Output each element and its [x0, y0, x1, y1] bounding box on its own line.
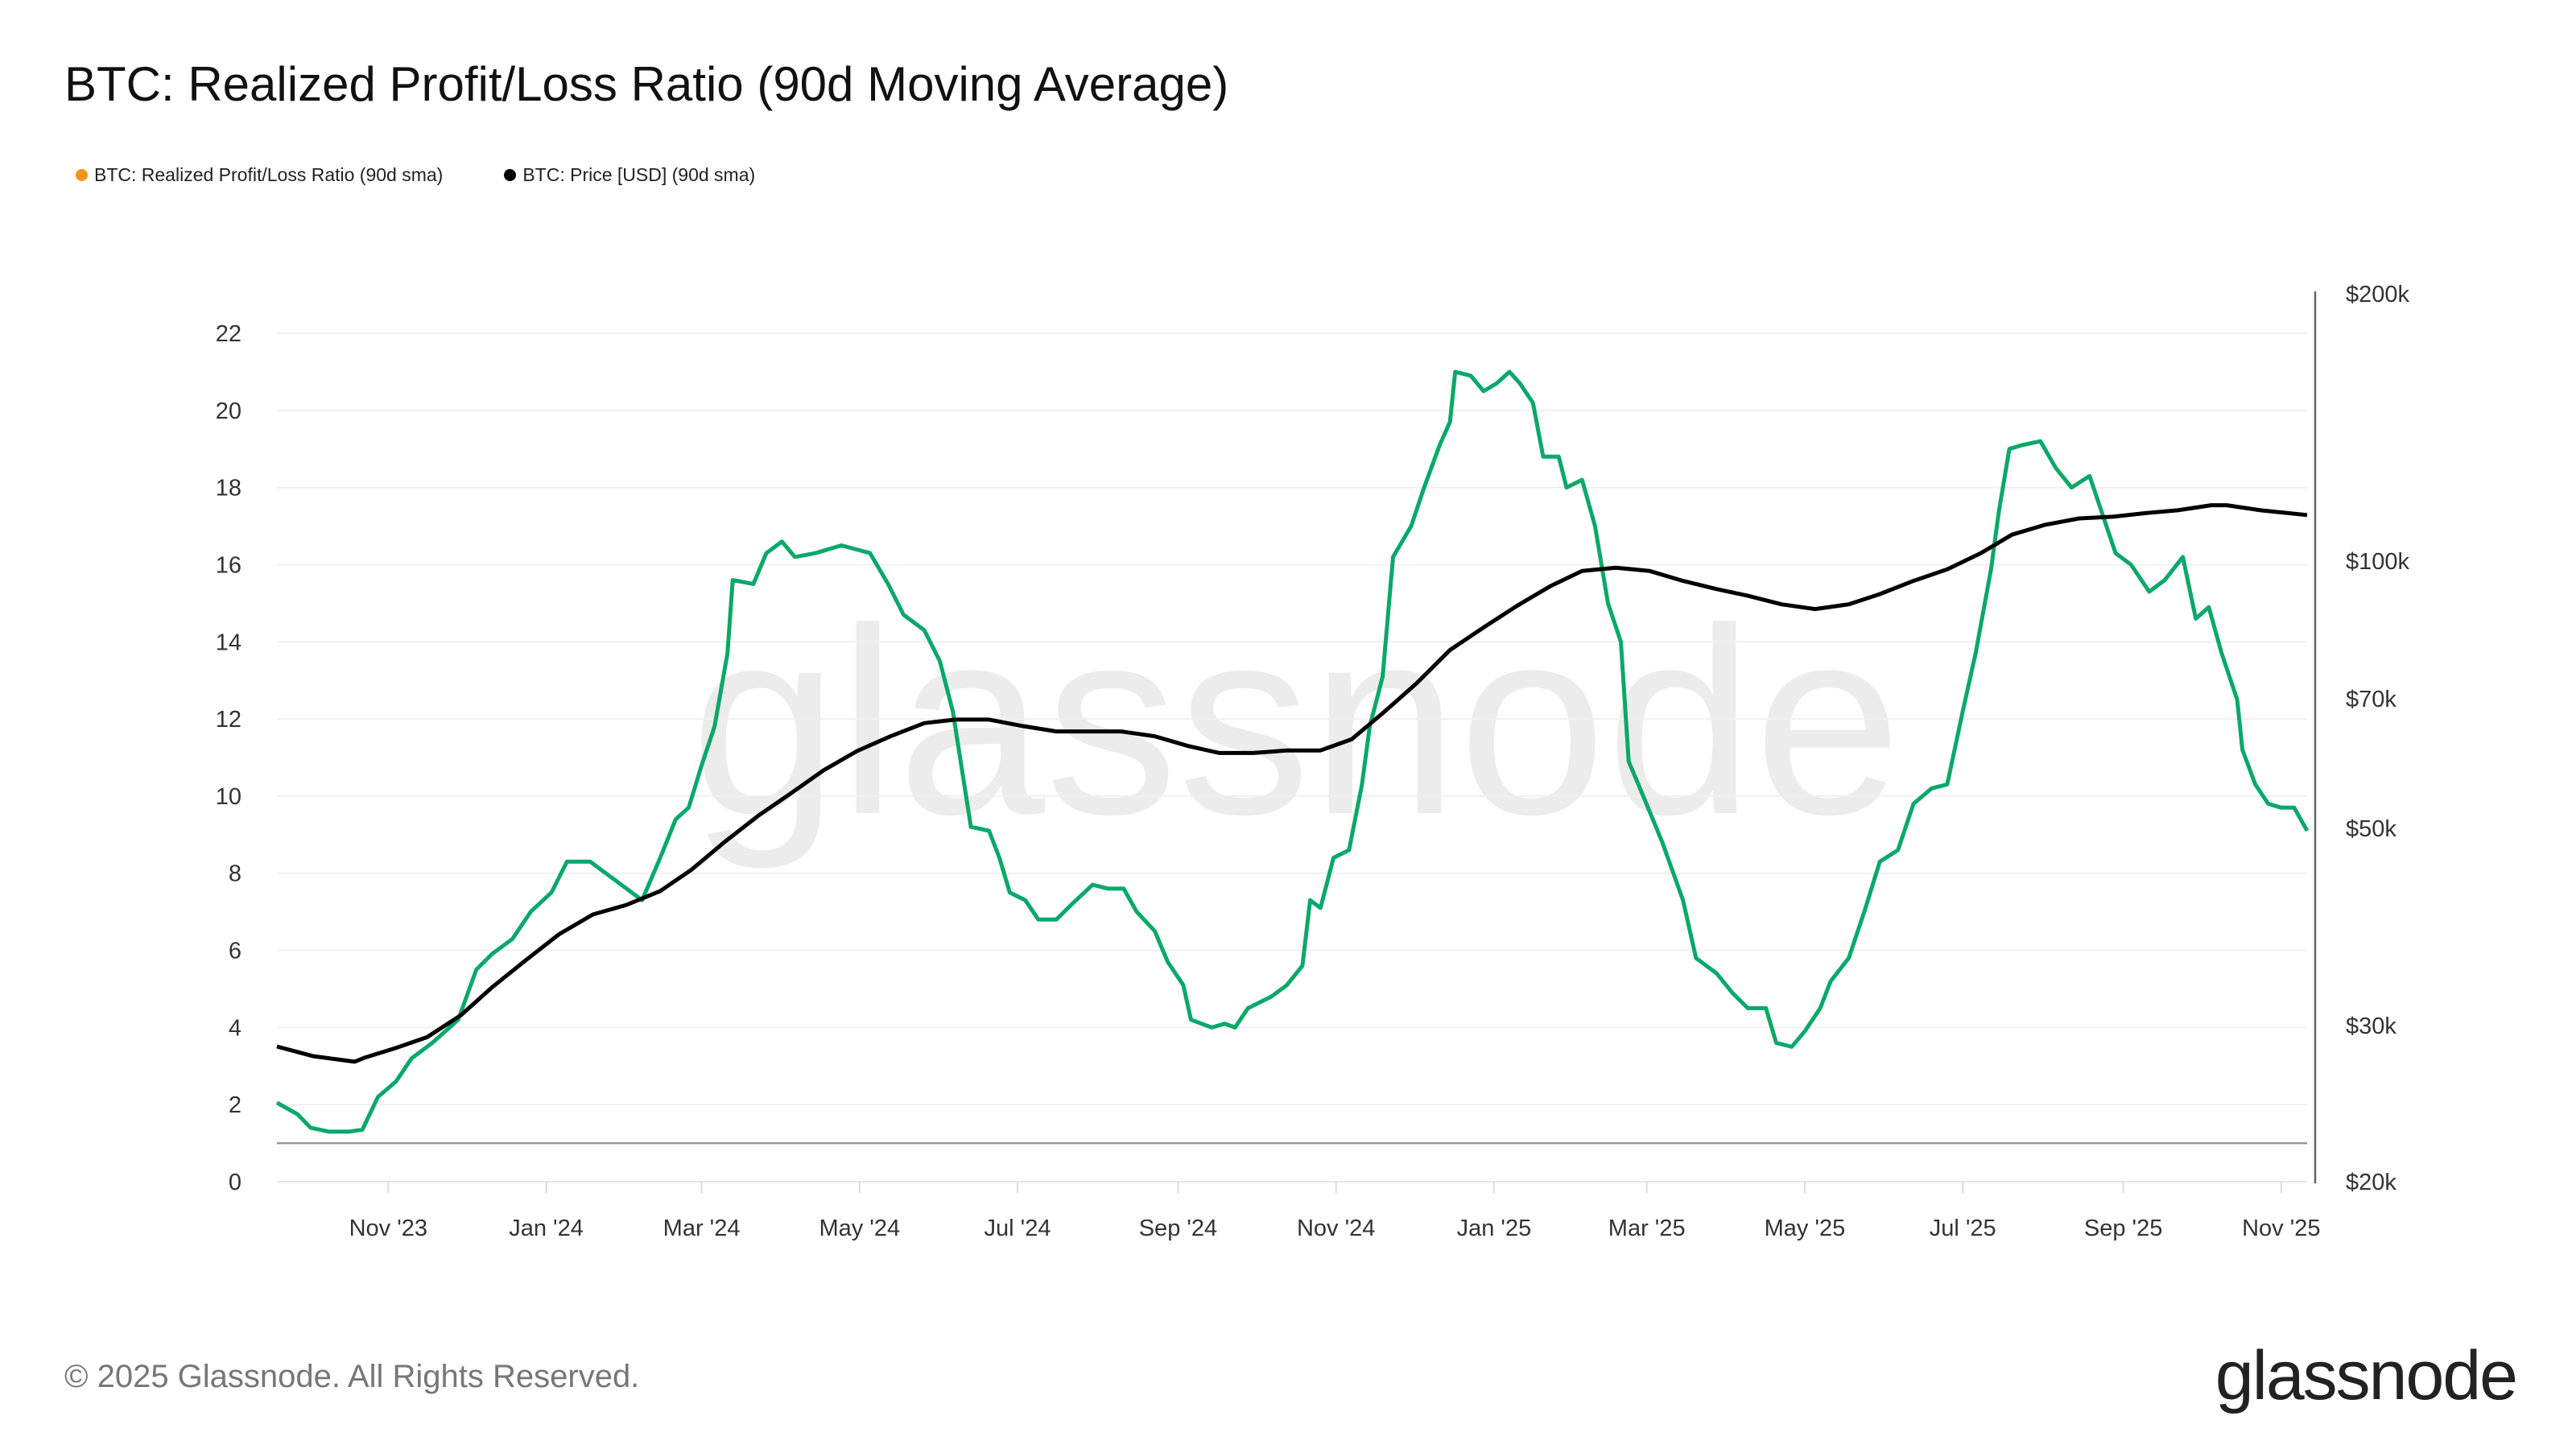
y-left-tick-label: 22 [216, 321, 242, 347]
x-tick-label: Jan '24 [509, 1216, 584, 1241]
series-lines [275, 369, 2310, 1134]
x-tick-label: Nov '25 [2242, 1216, 2320, 1241]
y-left-tick-label: 2 [229, 1092, 242, 1118]
ratio-line [275, 369, 2310, 1134]
gridlines [277, 332, 2307, 1183]
y-right-tick-label: $50k [2346, 816, 2396, 842]
x-tick-label: May '25 [1765, 1216, 1846, 1241]
y-left-tick-label: 10 [216, 784, 242, 810]
x-tick-label: Nov '23 [349, 1216, 427, 1241]
x-tick-label: Jul '25 [1930, 1216, 1996, 1241]
y-left-tick-label: 20 [216, 398, 242, 424]
x-tick-label: Jul '24 [985, 1216, 1051, 1241]
x-tick-label: May '24 [819, 1216, 900, 1241]
y-left-tick-label: 6 [229, 939, 242, 964]
x-axis-ticks: Nov '23 Jan '24 Mar '24 May '24 Jul '24 Sep '… [349, 1182, 2321, 1241]
x-tick-label: Nov '24 [1297, 1216, 1375, 1241]
legend-item-ratio[interactable]: BTC: Realized Profit/Loss Ratio (90d sma… [76, 164, 443, 186]
right-axis-ticks: $20k $30k $50k $70k $100k $200k [2346, 282, 2410, 1195]
legend-label-ratio: BTC: Realized Profit/Loss Ratio (90d sma… [94, 164, 444, 185]
x-tick-label: Mar '24 [663, 1216, 741, 1241]
legend: BTC: Realized Profit/Loss Ratio (90d sma… [76, 164, 755, 186]
legend-marker-price [504, 169, 517, 181]
y-left-tick-label: 16 [216, 552, 242, 578]
legend-label-price: BTC: Price [USD] (90d sma) [522, 164, 756, 185]
y-right-tick-label: $70k [2346, 687, 2396, 712]
x-tick-label: Mar '25 [1608, 1216, 1686, 1241]
glassnode-logo: glassnode [2215, 1337, 2518, 1414]
x-tick-label: Sep '25 [2084, 1216, 2162, 1241]
watermark: glassnode [691, 572, 1902, 871]
y-right-tick-label: $20k [2346, 1170, 2396, 1195]
y-left-tick-label: 0 [229, 1170, 242, 1195]
y-right-tick-label: $100k [2346, 549, 2410, 575]
y-right-tick-label: $30k [2346, 1013, 2396, 1039]
chart-title: BTC: Realized Profit/Loss Ratio (90d Mov… [64, 57, 1229, 111]
y-right-tick-label: $200k [2346, 282, 2410, 308]
copyright: © 2025 Glassnode. All Rights Reserved. [64, 1359, 640, 1394]
x-tick-label: Jan '25 [1457, 1216, 1532, 1241]
y-left-tick-label: 8 [229, 861, 242, 887]
left-axis-ticks: 0 2 4 6 8 10 12 14 16 18 20 22 [216, 321, 242, 1195]
legend-marker-ratio [76, 169, 88, 181]
x-tick-label: Sep '24 [1139, 1216, 1217, 1241]
y-left-tick-label: 14 [216, 630, 242, 655]
price-line [276, 503, 2308, 1064]
legend-item-price[interactable]: BTC: Price [USD] (90d sma) [504, 164, 755, 186]
y-left-tick-label: 12 [216, 707, 242, 733]
y-left-tick-label: 18 [216, 476, 242, 502]
y-left-tick-label: 4 [229, 1015, 242, 1041]
